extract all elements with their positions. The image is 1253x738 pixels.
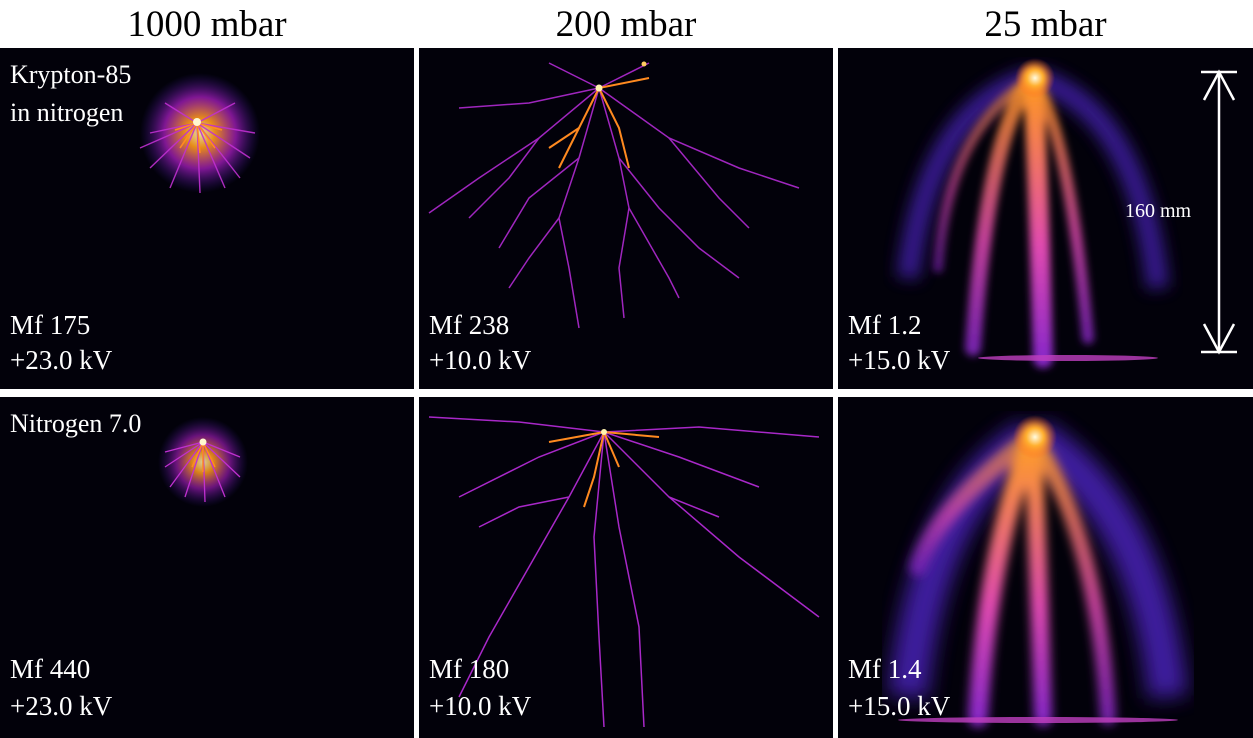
mf-label: Mf 238 bbox=[429, 310, 510, 340]
panel-krypton-25mbar: 160 mm Mf 1.2 +15.0 kV bbox=[838, 48, 1253, 389]
gas-label-line-1: Nitrogen 7.0 bbox=[10, 409, 142, 438]
voltage-label: +10.0 kV bbox=[429, 345, 532, 375]
mf-label: Mf 1.4 bbox=[848, 654, 922, 684]
streamer-image-diffuse-glow bbox=[897, 58, 1237, 368]
panel-nitrogen-1000mbar: Nitrogen 7.0 Mf 440 +23.0 kV bbox=[0, 397, 414, 738]
panel-nitrogen-200mbar: Mf 180 +10.0 kV bbox=[419, 397, 833, 738]
voltage-label: +15.0 kV bbox=[848, 345, 951, 375]
mf-label: Mf 1.2 bbox=[848, 310, 922, 340]
gas-label-line-1: Krypton-85 bbox=[10, 60, 132, 89]
panel-nitrogen-25mbar: Mf 1.4 +15.0 kV bbox=[838, 397, 1253, 738]
voltage-label: +10.0 kV bbox=[429, 691, 532, 721]
streamer-image-small-burst bbox=[158, 417, 248, 507]
streamer-image-diffuse-glow bbox=[888, 415, 1188, 727]
voltage-label: +15.0 kV bbox=[848, 691, 951, 721]
streamer-image-branching-tree bbox=[428, 61, 800, 329]
streamer-image-small-burst bbox=[139, 73, 260, 194]
voltage-label: +23.0 kV bbox=[10, 345, 113, 375]
panel-krypton-200mbar: Mf 238 +10.0 kV bbox=[419, 48, 833, 389]
scale-bar-label: 160 mm bbox=[1125, 200, 1192, 222]
column-header-200-mbar: 200 mbar bbox=[555, 4, 697, 45]
mf-label: Mf 175 bbox=[10, 310, 91, 340]
column-header-25-mbar: 25 mbar bbox=[984, 4, 1107, 45]
scale-bar bbox=[1201, 69, 1237, 355]
gas-label-line-2: in nitrogen bbox=[10, 98, 124, 127]
mf-label: Mf 180 bbox=[429, 654, 510, 684]
mf-label: Mf 440 bbox=[10, 654, 91, 684]
voltage-label: +23.0 kV bbox=[10, 691, 113, 721]
column-header-1000-mbar: 1000 mbar bbox=[127, 4, 287, 45]
streamer-image-branching-tree bbox=[428, 416, 820, 728]
panel-krypton-1000mbar: Krypton-85 in nitrogen Mf 175 +23.0 kV bbox=[0, 48, 414, 389]
